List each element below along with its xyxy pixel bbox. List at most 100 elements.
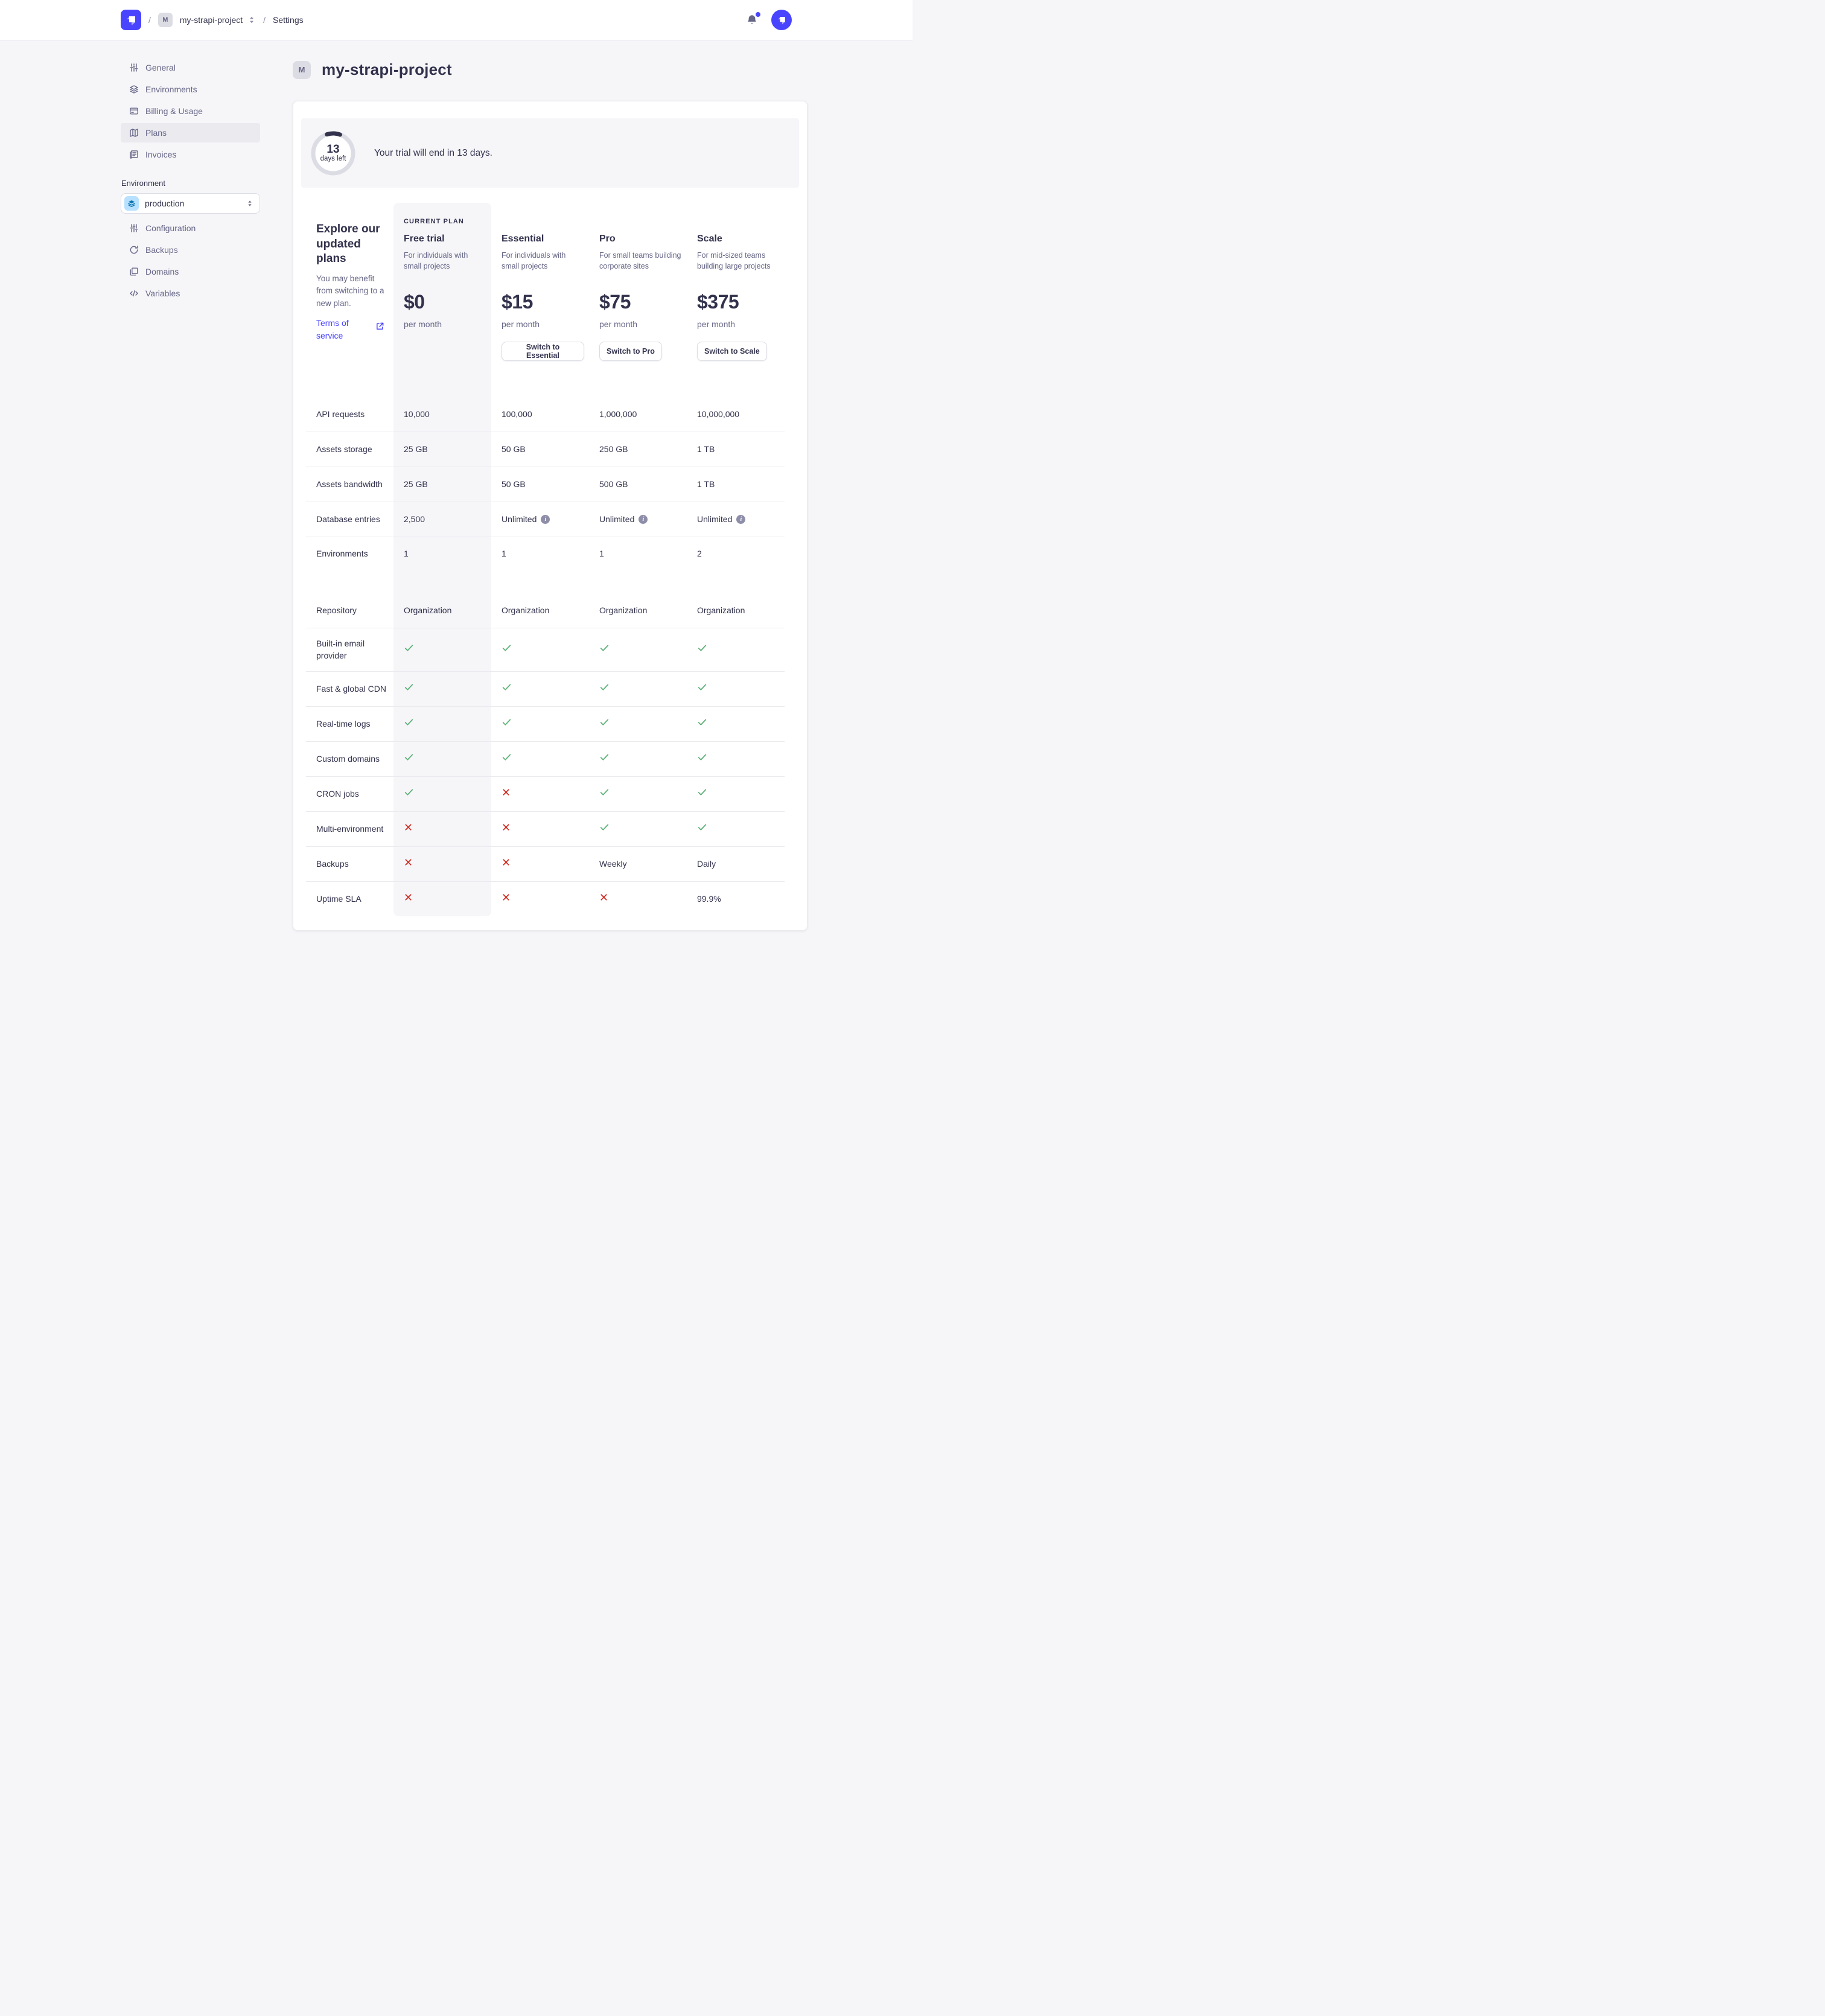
breadcrumb: / M my-strapi-project / Settings xyxy=(121,10,304,30)
settings-sidebar: General Environments Billing & Usage Plans I… xyxy=(121,40,260,931)
feature-value-text: 25 GB xyxy=(404,444,428,454)
cross-icon xyxy=(502,858,511,870)
feature-label-cell: Built-in email provider xyxy=(306,628,393,671)
sidebar-item-billing-usage[interactable]: Billing & Usage xyxy=(121,101,260,121)
feature-value-cell xyxy=(687,672,785,706)
feature-value-cell: Daily xyxy=(687,847,785,881)
sidebar-item-variables[interactable]: Variables xyxy=(121,284,260,303)
info-icon[interactable]: i xyxy=(736,515,746,524)
feature-value-cell xyxy=(589,777,687,811)
terms-of-service-link[interactable]: Terms of service xyxy=(316,317,349,340)
feature-value-text: 250 GB xyxy=(599,444,628,454)
feature-value-cell xyxy=(589,628,687,671)
feature-label-cell: Real-time logs xyxy=(306,707,393,741)
feature-value-text: Unlimited xyxy=(599,514,635,524)
feature-row-uptime-sla: Uptime SLA 99.9% xyxy=(306,882,785,916)
page-title-row: M my-strapi-project xyxy=(293,60,807,79)
sidebar-item-plans[interactable]: Plans xyxy=(121,123,260,142)
feature-label: Backups xyxy=(316,858,349,869)
check-icon xyxy=(599,717,610,731)
feature-label-cell: Backups xyxy=(306,847,393,881)
plans-intro: Explore our updated plans You may benefi… xyxy=(306,203,393,397)
feature-row-api-requests: API requests 10,000 100,000 1,000,000 10,000… xyxy=(306,397,785,432)
switch-to-pro-button[interactable]: Switch to Pro xyxy=(599,342,662,361)
feature-value-cell xyxy=(393,628,491,671)
feature-value-cell: Unlimited i xyxy=(589,502,687,537)
feature-label-cell: Fast & global CDN xyxy=(306,672,393,706)
feature-label: Custom domains xyxy=(316,753,380,764)
info-icon[interactable]: i xyxy=(541,515,550,524)
project-switcher-chevrons-icon[interactable] xyxy=(247,15,256,25)
feature-value-cell: 50 GB xyxy=(491,432,589,467)
sidebar-item-domains[interactable]: Domains xyxy=(121,262,260,281)
sidebar-item-backups[interactable]: Backups xyxy=(121,240,260,260)
external-link-icon[interactable] xyxy=(375,322,384,331)
switch-to-essential-button[interactable]: Switch to Essential xyxy=(502,342,584,361)
feature-value-text: 2 xyxy=(697,549,702,558)
feature-value-text: 1 TB xyxy=(697,479,715,489)
plan-period: per month xyxy=(502,319,540,329)
main-content: M my-strapi-project 13 days left Your tr… xyxy=(293,40,807,931)
plan-column-free-trial: CURRENT PLAN Free trial For individuals wi… xyxy=(393,203,491,397)
feature-label-cell: API requests xyxy=(306,397,393,432)
feature-label-cell: CRON jobs xyxy=(306,777,393,811)
avatar[interactable] xyxy=(771,10,792,30)
info-icon[interactable]: i xyxy=(639,515,648,524)
environment-select[interactable]: production xyxy=(121,193,260,214)
plan-name: Scale xyxy=(697,234,722,244)
feature-label: Assets storage xyxy=(316,444,372,454)
feature-value-cell xyxy=(589,672,687,706)
sidebar-item-label: Variables xyxy=(145,289,180,298)
plan-period: per month xyxy=(404,319,442,329)
feature-value-text: 10,000 xyxy=(404,409,430,419)
check-icon xyxy=(697,822,707,836)
feature-value-cell: 1 TB xyxy=(687,432,785,467)
feature-value-cell xyxy=(393,812,491,846)
breadcrumb-separator: / xyxy=(263,15,266,25)
feature-value-cell: 10,000 xyxy=(393,397,491,432)
feature-row-cron-jobs: CRON jobs xyxy=(306,777,785,812)
feature-label-cell: Database entries xyxy=(306,502,393,537)
sidebar-item-invoices[interactable]: Invoices xyxy=(121,145,260,164)
feature-value-cell xyxy=(687,777,785,811)
plans-comparison: Explore our updated plans You may benefi… xyxy=(306,203,785,916)
current-plan-badge: CURRENT PLAN xyxy=(404,218,464,225)
feature-value-text: 50 GB xyxy=(502,444,526,454)
feature-value-cell: 100,000 xyxy=(491,397,589,432)
sidebar-item-environments[interactable]: Environments xyxy=(121,80,260,99)
sidebar-item-label: Environments xyxy=(145,85,197,94)
feature-label: Built-in email provider xyxy=(316,638,365,660)
top-bar: / M my-strapi-project / Settings xyxy=(0,0,913,40)
feature-value-cell xyxy=(491,707,589,741)
notifications-button[interactable] xyxy=(746,12,760,26)
sidebar-item-configuration[interactable]: Configuration xyxy=(121,219,260,238)
feature-value-cell: 1 Organization xyxy=(589,537,687,628)
feature-label: Real-time logs xyxy=(316,718,371,729)
check-icon xyxy=(502,717,512,731)
sidebar-item-general[interactable]: General xyxy=(121,58,260,77)
strapi-logo[interactable] xyxy=(121,10,141,30)
feature-value-cell: 500 GB xyxy=(589,467,687,502)
refresh-icon xyxy=(129,245,139,255)
feature-value-cell xyxy=(491,672,589,706)
feature-value-text: Weekly xyxy=(599,858,627,869)
feature-row-custom-domains: Custom domains xyxy=(306,742,785,777)
feature-value-cell: 1,000,000 xyxy=(589,397,687,432)
feature-value-cell: 10,000,000 xyxy=(687,397,785,432)
feature-value-text: 25 GB xyxy=(404,479,428,489)
check-icon xyxy=(404,787,414,801)
check-icon xyxy=(697,717,707,731)
feature-value-cell xyxy=(687,628,785,671)
plan-price: $375 xyxy=(697,291,739,313)
check-icon xyxy=(599,787,610,801)
feature-row-assets-bandwidth: Assets bandwidth 25 GB 50 GB 500 GB 1 TB xyxy=(306,467,785,502)
trial-message: Your trial will end in 13 days. xyxy=(374,147,492,158)
breadcrumb-section: Settings xyxy=(273,15,304,25)
breadcrumb-project[interactable]: my-strapi-project xyxy=(179,15,243,25)
sidebar-item-label: Backups xyxy=(145,245,178,255)
plan-description: For individuals with small projects xyxy=(502,251,566,271)
feature-value-cell: 25 GB xyxy=(393,467,491,502)
feature-value-cell xyxy=(491,628,589,671)
check-icon xyxy=(697,643,707,657)
switch-to-scale-button[interactable]: Switch to Scale xyxy=(697,342,767,361)
